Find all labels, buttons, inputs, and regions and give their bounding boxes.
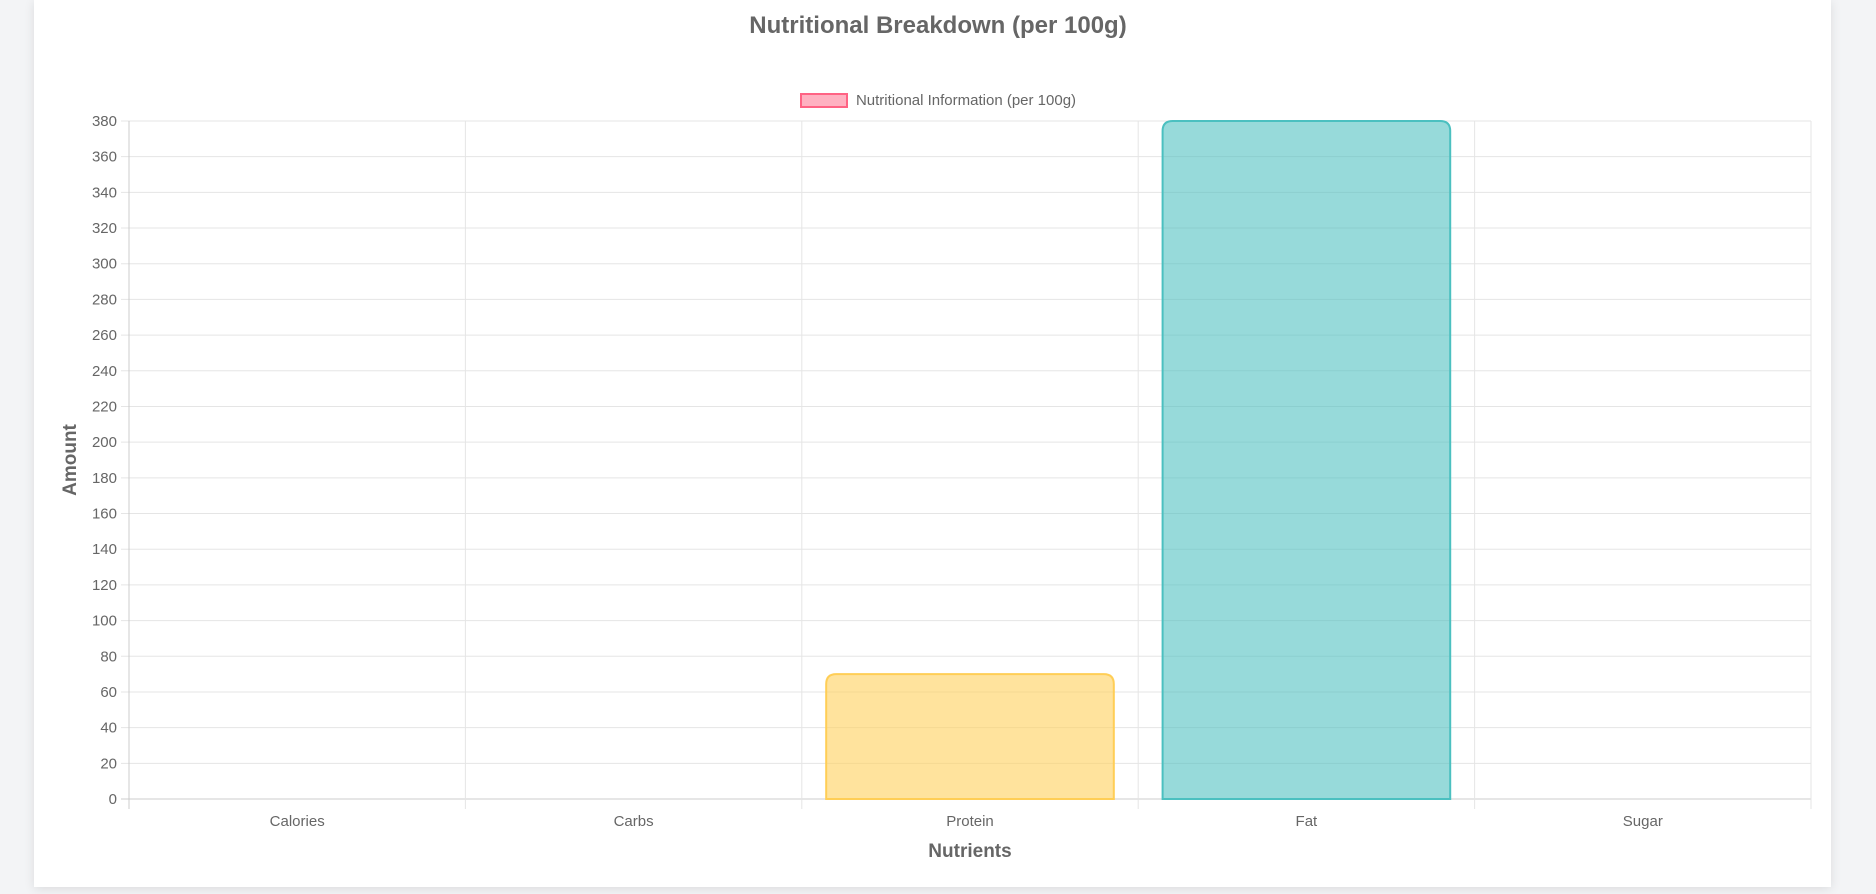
legend[interactable]: Nutritional Information (per 100g) (0, 92, 1876, 109)
y-axis-label: Amount (60, 423, 81, 495)
legend-label: Nutritional Information (per 100g) (855, 92, 1077, 109)
y-tick-label: 20 (100, 755, 117, 772)
y-tick-label: 340 (92, 184, 117, 201)
legend-swatch (799, 93, 848, 108)
x-tick-label: Sugar (1623, 813, 1663, 830)
y-tick-label: 240 (92, 363, 117, 380)
y-tick-label: 220 (92, 398, 117, 415)
y-tick-label: 360 (92, 149, 117, 166)
x-tick-label: Carbs (614, 813, 654, 830)
y-tick-label: 140 (92, 541, 117, 558)
y-tick-label: 100 (92, 613, 117, 630)
y-tick-label: 260 (92, 327, 117, 344)
y-tick-label: 380 (92, 113, 117, 130)
y-tick-label: 200 (92, 434, 117, 451)
axes: 0 20 40 60 80 100 120 140 160 180 200 220 240 260 280 3… (92, 113, 1663, 830)
chart-title: Nutritional Breakdown (per 100g) (749, 12, 1127, 39)
y-tick-label: 60 (100, 684, 117, 701)
x-tick-label: Calories (270, 813, 325, 830)
y-tick-label: 180 (92, 470, 117, 487)
y-tick-label: 280 (92, 291, 117, 308)
x-axis-label: Nutrients (928, 841, 1011, 862)
bar-fat (1161, 120, 1452, 800)
y-tick-label: 0 (109, 791, 117, 808)
x-tick-label: Fat (1296, 813, 1319, 830)
y-tick-label: 300 (92, 256, 117, 273)
y-tick-label: 80 (100, 648, 117, 665)
bar-protein (825, 673, 1115, 800)
y-tick-label: 320 (92, 220, 117, 237)
y-tick-label: 120 (92, 577, 117, 594)
x-tick-label: Protein (946, 813, 994, 830)
bars (825, 120, 1452, 800)
y-tick-label: 40 (100, 720, 117, 737)
y-tick-label: 160 (92, 506, 117, 523)
